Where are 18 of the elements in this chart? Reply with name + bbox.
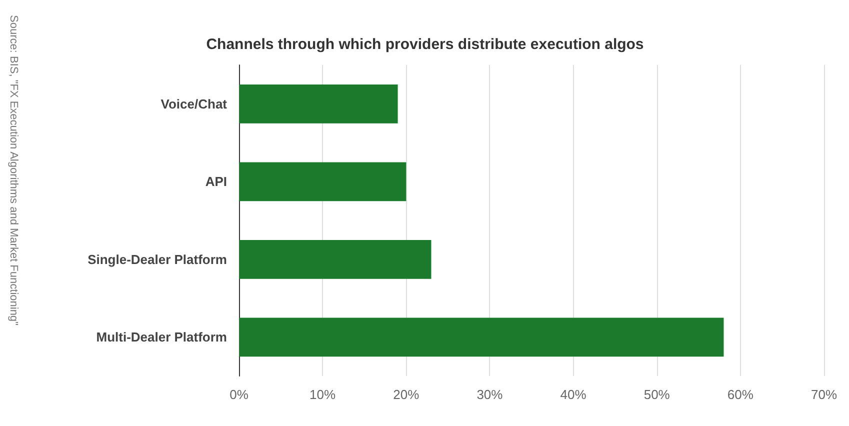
x-tick-label: 50% xyxy=(644,387,670,402)
x-tick-label: 30% xyxy=(476,387,504,402)
x-tick-label: 20% xyxy=(393,387,420,402)
y-tick-label: API xyxy=(205,174,227,190)
x-tick-label: 40% xyxy=(560,387,587,402)
x-tick-label: 0% xyxy=(230,387,249,402)
bar xyxy=(239,240,432,279)
y-tick-label: Voice/Chat xyxy=(160,96,228,112)
chart-title: Channels through which providers distribute execution algos xyxy=(206,36,644,53)
x-tick-label: 60% xyxy=(727,387,754,402)
bar xyxy=(239,318,724,357)
bar xyxy=(239,84,398,124)
y-tick-label: Single-Dealer Platform xyxy=(88,252,227,267)
y-tick-label: Multi-Dealer Platform xyxy=(96,330,227,345)
x-tick-label: 10% xyxy=(310,387,336,402)
source-note: Source: BIS, "FX Execution Algorithms and Market Functioning" xyxy=(8,15,20,326)
x-tick-label: 70% xyxy=(810,387,838,402)
bar xyxy=(239,162,406,202)
